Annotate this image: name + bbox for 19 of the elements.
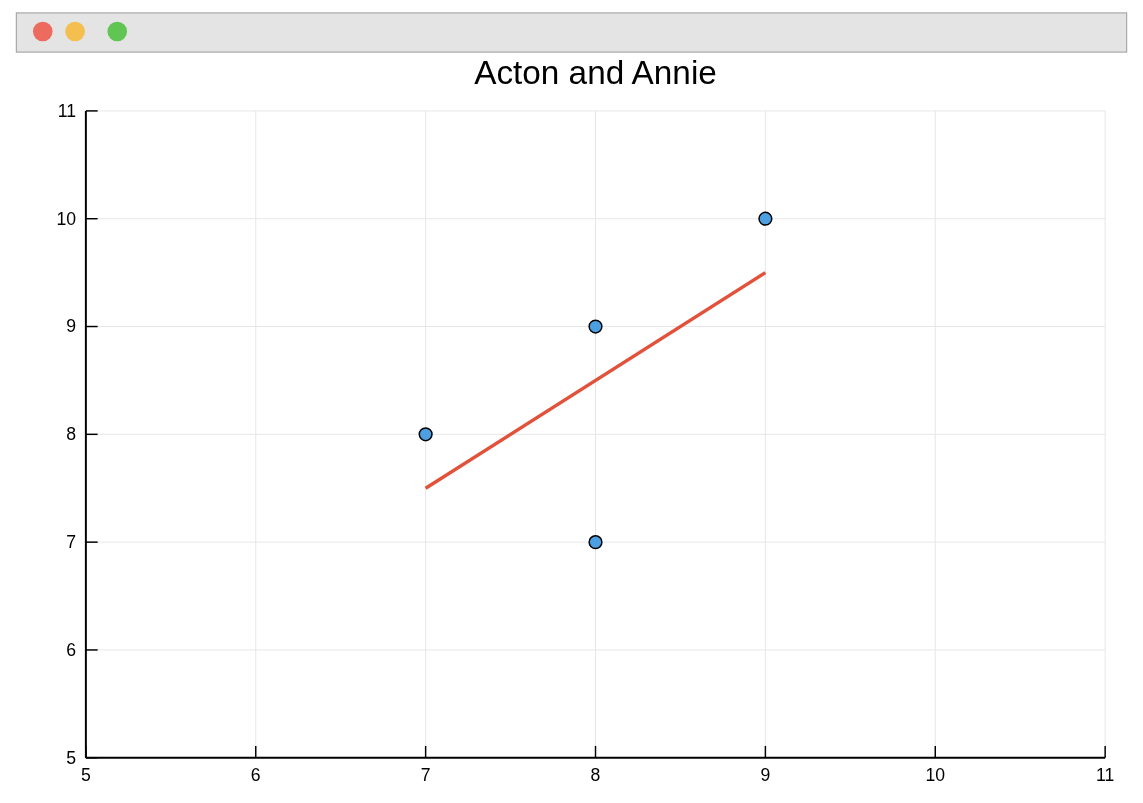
y-tick-label: 6: [66, 639, 77, 660]
point: [588, 535, 603, 550]
y-tick-label: 7: [66, 532, 77, 553]
x-tick-label: 8: [590, 765, 601, 786]
y-tick-label: 11: [57, 100, 77, 121]
chart-title: Acton and Annie: [474, 54, 717, 92]
x-tick-label: 11: [1096, 765, 1115, 786]
x-tick-label: 7: [420, 765, 431, 786]
y-tick-label: 8: [66, 424, 77, 445]
x-tick-label: 10: [925, 765, 946, 786]
x-tick-label: 9: [760, 765, 771, 786]
y-tick-label: 5: [66, 747, 77, 768]
point: [418, 427, 433, 442]
y-tick-label: 9: [66, 316, 77, 337]
x-tick-label: 6: [250, 765, 261, 786]
point: [588, 319, 603, 334]
x-tick-label: 5: [80, 765, 91, 786]
y-tick-label: 10: [56, 208, 77, 229]
point: [758, 211, 773, 226]
